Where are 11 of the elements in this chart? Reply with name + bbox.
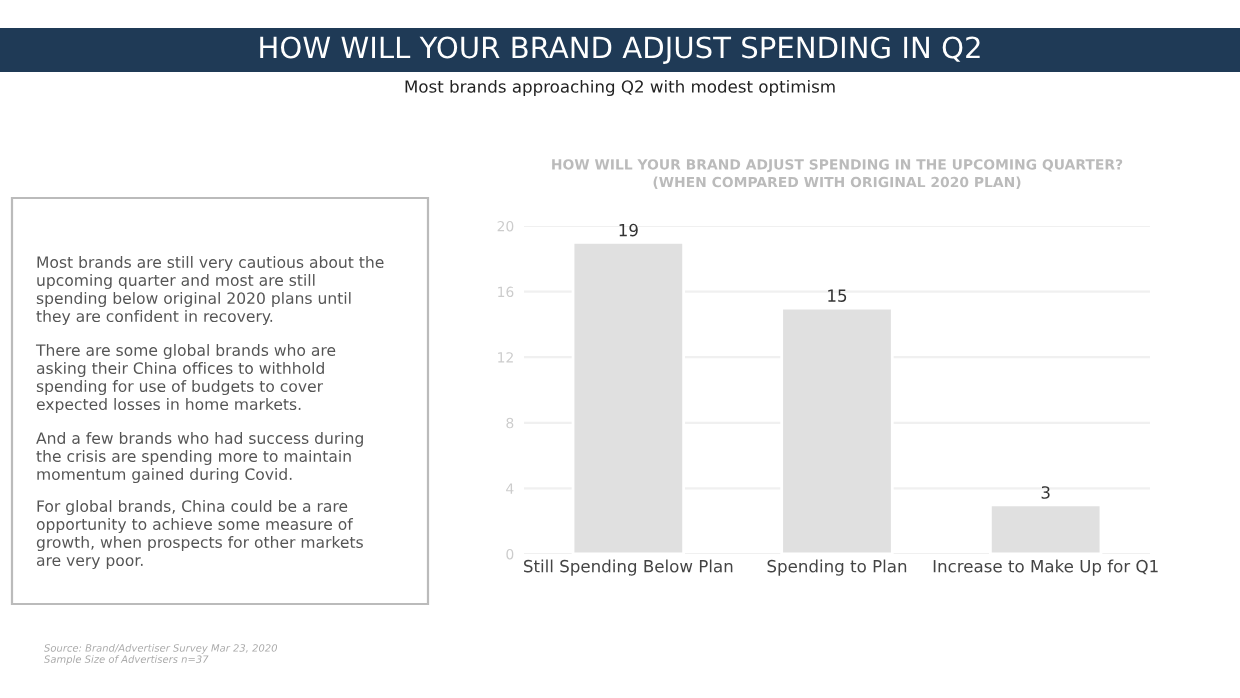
text: Most brands approaching Q2 with modest optimism xyxy=(405,79,835,97)
bar xyxy=(571,241,686,554)
data-label: 15 xyxy=(828,289,847,302)
data-label: 19 xyxy=(619,223,638,237)
bar xyxy=(780,306,894,554)
x-tick-label: Still Spending Below Plan xyxy=(524,559,733,576)
text: HOW WILL YOUR BRAND ADJUST SPENDING IN Q2 xyxy=(260,36,980,64)
data-label: 3 xyxy=(1041,486,1050,499)
x-tick-label: Increase to Make Up for Q1 xyxy=(933,559,1158,576)
bar xyxy=(988,503,1103,554)
x-tick-label: Spending to Plan xyxy=(767,559,907,576)
